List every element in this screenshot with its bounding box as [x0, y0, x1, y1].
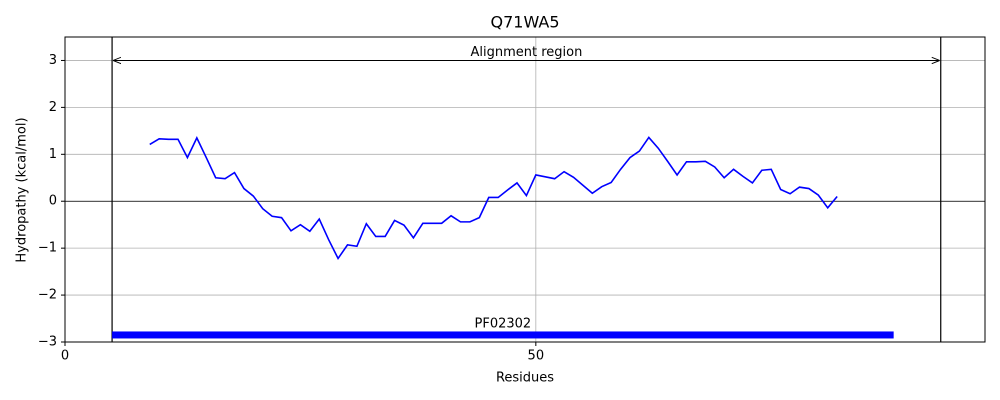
- y-tick-label: 0: [49, 194, 57, 209]
- x-axis-label: Residues: [496, 371, 554, 386]
- x-tick-label: 50: [528, 349, 545, 364]
- y-tick-label: −3: [38, 335, 57, 350]
- chart-title: Q71WA5: [490, 13, 559, 32]
- y-tick-label: 1: [49, 147, 57, 162]
- domain-label: PF02302: [475, 316, 532, 331]
- y-tick-label: −2: [38, 288, 57, 303]
- domain-bar: [112, 331, 894, 339]
- hydropathy-line: [149, 136, 838, 261]
- y-tick-label: −1: [38, 241, 57, 256]
- x-tick-label: 0: [61, 349, 69, 364]
- y-tick-label: 3: [49, 53, 57, 68]
- plot-frame: [64, 36, 986, 343]
- y-axis-label: Hydropathy (kcal/mol): [15, 117, 30, 262]
- y-tick-label: 2: [49, 100, 57, 115]
- alignment-label: Alignment region: [470, 45, 582, 60]
